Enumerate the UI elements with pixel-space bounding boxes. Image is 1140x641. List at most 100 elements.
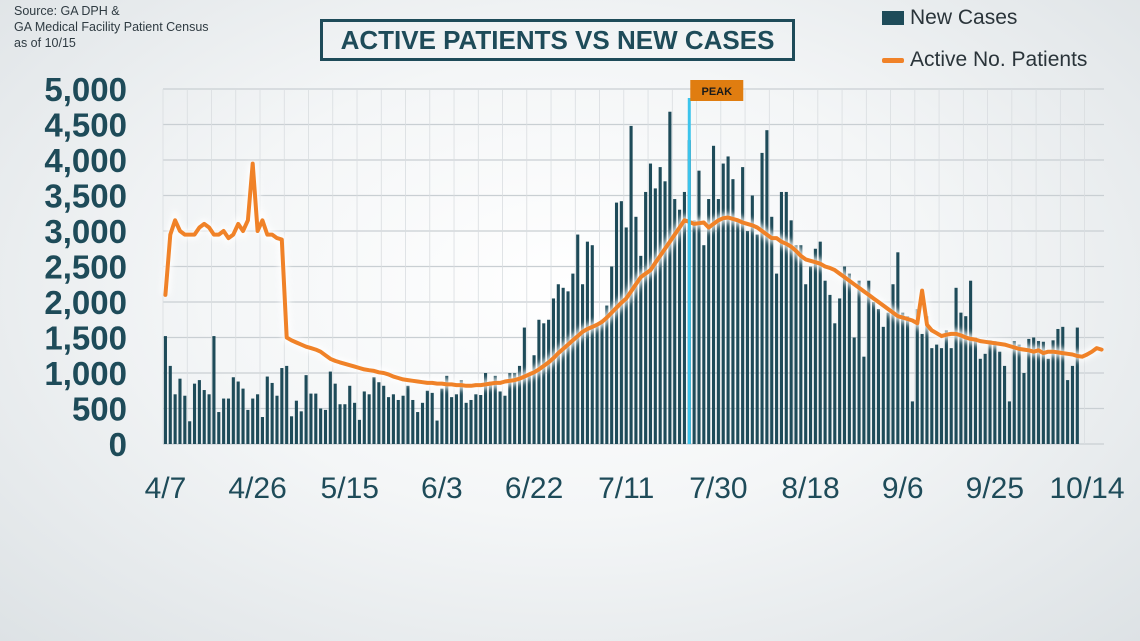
bar-new-cases xyxy=(784,191,788,444)
bar-new-cases xyxy=(910,401,914,444)
bar-new-cases xyxy=(867,280,871,444)
bar-new-cases xyxy=(653,188,657,444)
bar-new-cases xyxy=(988,340,992,444)
bar-new-cases xyxy=(454,394,459,444)
bar-new-cases xyxy=(944,330,948,444)
bar-new-cases xyxy=(527,373,531,444)
bar-new-cases xyxy=(469,399,473,444)
bar-new-cases xyxy=(833,323,837,444)
bar-new-cases xyxy=(479,395,483,444)
peak-label: PEAK xyxy=(701,86,732,98)
bar-new-cases xyxy=(852,337,856,444)
bar-new-cases xyxy=(459,380,463,444)
bar-new-cases xyxy=(745,231,750,444)
bar-new-cases xyxy=(217,412,221,444)
bar-new-cases xyxy=(716,199,720,444)
y-tick-label: 4,000 xyxy=(44,142,127,179)
bar-new-cases xyxy=(207,394,211,444)
bar-new-cases xyxy=(954,287,958,444)
bar-new-cases xyxy=(348,385,352,444)
bar-new-cases xyxy=(1051,340,1055,444)
bar-new-cases xyxy=(445,375,449,444)
bar-new-cases xyxy=(668,111,672,444)
bar-new-cases xyxy=(639,255,643,444)
bar-new-cases xyxy=(401,395,405,444)
bar-new-cases xyxy=(1075,327,1079,444)
legend: New Cases Active No. Patients xyxy=(882,5,1087,89)
bar-new-cases xyxy=(178,378,182,444)
bar-new-cases xyxy=(707,199,711,444)
bar-new-cases xyxy=(377,382,381,444)
bar-new-cases xyxy=(357,419,361,444)
bar-new-cases xyxy=(595,323,599,444)
y-tick-label: 0 xyxy=(109,426,127,463)
bar-new-cases xyxy=(517,365,522,444)
x-tick-label: 9/25 xyxy=(966,472,1024,505)
bar-new-cases xyxy=(1056,328,1060,444)
x-tick-label: 4/7 xyxy=(145,472,187,505)
bar-new-cases xyxy=(537,319,541,444)
bar-new-cases xyxy=(760,152,764,444)
bar-new-cases xyxy=(425,390,429,444)
bar-new-cases xyxy=(328,371,332,444)
bar-new-cases xyxy=(581,284,585,444)
bar-new-cases xyxy=(396,399,400,444)
y-tick-label: 1,000 xyxy=(44,355,127,392)
bar-new-cases xyxy=(1003,365,1007,444)
y-tick-label: 5,000 xyxy=(44,71,127,108)
y-tick-label: 2,000 xyxy=(44,284,127,321)
bar-new-cases xyxy=(309,393,313,444)
bar-new-cases xyxy=(1066,380,1070,444)
bar-new-cases xyxy=(542,323,546,444)
bar-new-cases xyxy=(813,248,817,444)
bar-new-cases xyxy=(930,348,934,444)
bar-new-cases xyxy=(450,397,454,444)
bar-new-cases xyxy=(430,392,434,444)
legend-label-new-cases: New Cases xyxy=(910,6,1018,29)
bar-new-cases xyxy=(721,163,725,445)
bar-new-cases xyxy=(556,284,560,444)
bar-new-cases xyxy=(566,291,570,444)
bar-new-cases xyxy=(648,163,653,445)
bar-new-cases xyxy=(779,191,783,444)
bar-new-cases xyxy=(503,395,507,444)
bar-new-cases xyxy=(872,302,876,444)
source-line-1: Source: GA DPH & xyxy=(14,4,120,18)
bar-new-cases xyxy=(644,191,648,444)
bar-new-cases xyxy=(289,416,294,444)
bar-new-cases xyxy=(818,241,822,444)
bar-new-cases xyxy=(590,245,594,444)
bar-new-cases xyxy=(270,382,274,444)
bar-new-cases xyxy=(794,245,798,444)
bar-new-cases xyxy=(362,391,366,444)
x-tick-label: 10/14 xyxy=(1049,472,1124,505)
legend-swatch-line xyxy=(882,57,904,63)
bar-new-cases xyxy=(256,394,260,444)
bar-new-cases xyxy=(726,156,730,444)
bar-new-cases xyxy=(847,273,851,444)
bar-new-cases xyxy=(367,394,371,444)
bar-new-cases xyxy=(741,167,745,444)
source-note: Source: GA DPH & GA Medical Facility Pat… xyxy=(14,3,209,51)
bar-new-cases xyxy=(1070,365,1075,444)
y-axis: 05001,0001,5002,0002,5003,0003,5004,0004… xyxy=(44,71,127,463)
bar-new-cases xyxy=(731,179,735,445)
bar-new-cases xyxy=(886,312,890,444)
bar-new-cases xyxy=(299,411,303,444)
bar-new-cases xyxy=(304,375,308,444)
bar-new-cases xyxy=(236,381,240,444)
bar-new-cases xyxy=(382,385,386,444)
bar-new-cases xyxy=(789,220,793,444)
bar-series-new-cases xyxy=(163,111,1079,445)
bar-new-cases xyxy=(260,417,264,444)
bar-new-cases xyxy=(440,388,444,444)
bar-new-cases xyxy=(484,373,488,444)
bar-new-cases xyxy=(338,404,342,444)
y-tick-label: 4,500 xyxy=(44,107,127,144)
bar-new-cases xyxy=(765,130,769,444)
bar-new-cases xyxy=(508,373,512,444)
bar-new-cases xyxy=(978,358,982,444)
bar-new-cases xyxy=(1022,373,1026,444)
bar-new-cases xyxy=(571,273,575,444)
bar-new-cases xyxy=(333,383,337,444)
